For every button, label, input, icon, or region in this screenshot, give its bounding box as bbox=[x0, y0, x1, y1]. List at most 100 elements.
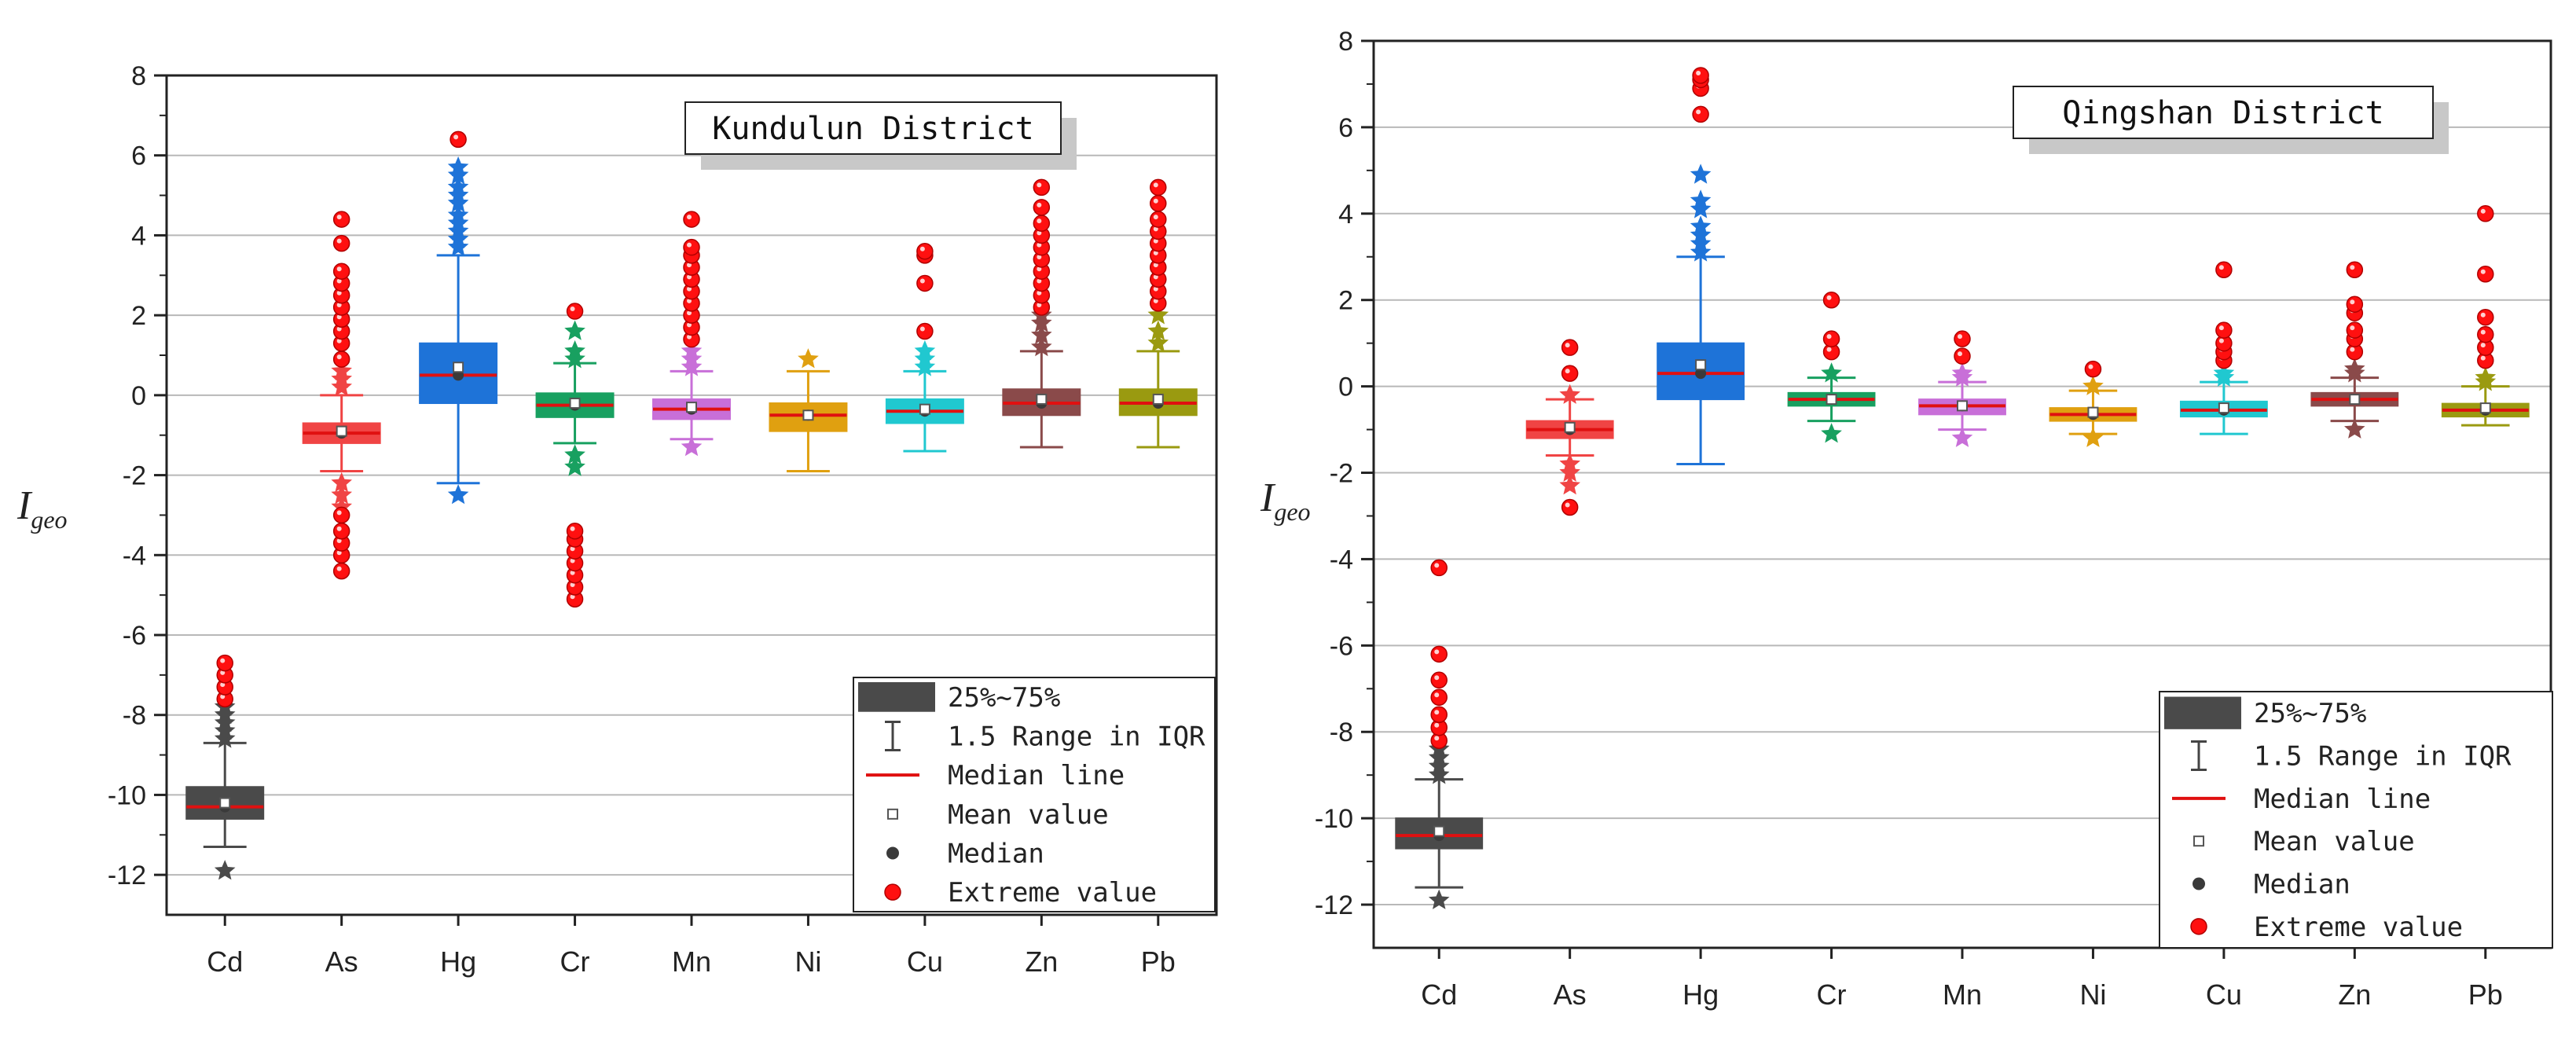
outlier-star bbox=[681, 348, 703, 369]
mean-marker bbox=[1564, 421, 1576, 433]
outlier-star bbox=[331, 484, 352, 505]
outlier-star bbox=[1821, 423, 1842, 443]
outlier-star bbox=[1690, 233, 1712, 253]
extreme-point-highlight bbox=[687, 215, 692, 220]
y-axis-label: Igeo bbox=[1260, 475, 1311, 526]
y-tick-label: -2 bbox=[123, 461, 146, 491]
outlier-star bbox=[447, 184, 469, 204]
outlier-star bbox=[2344, 358, 2365, 378]
extreme-point-highlight bbox=[1434, 563, 1440, 568]
outlier-star bbox=[1147, 304, 1169, 325]
outlier-star bbox=[1428, 764, 1450, 784]
y-tick-label: -12 bbox=[1315, 890, 1353, 920]
outlier-star bbox=[447, 176, 469, 196]
x-tick-label: As bbox=[325, 945, 358, 978]
extreme-point bbox=[1692, 105, 1709, 123]
extreme-point-highlight bbox=[570, 546, 575, 552]
extreme-point-highlight bbox=[1565, 343, 1570, 348]
outlier-star bbox=[1147, 320, 1169, 340]
box-cu bbox=[885, 243, 964, 453]
extreme-point-highlight bbox=[1565, 369, 1570, 374]
extreme-point-highlight bbox=[570, 570, 575, 575]
extreme-point-highlight bbox=[2480, 355, 2486, 361]
extreme-point bbox=[2215, 321, 2233, 339]
x-tick-label: Hg bbox=[440, 945, 476, 978]
outlier-star bbox=[2475, 366, 2497, 387]
title-box bbox=[684, 101, 1062, 155]
extreme-point-highlight bbox=[570, 558, 575, 564]
outlier-star bbox=[1690, 198, 1712, 218]
kundulun-panel: -12 -10 -8 -6 -4 -2 0 2 4 6 8 Cd As Hg Cr Mn Ni Cu Zn Pb Ige… bbox=[17, 61, 1218, 978]
extreme-point bbox=[2477, 308, 2494, 326]
extreme-point-highlight bbox=[2218, 325, 2224, 331]
outlier-star bbox=[447, 204, 469, 225]
box-as bbox=[302, 211, 381, 580]
extreme-point-highlight bbox=[1958, 351, 1962, 357]
extreme-point bbox=[450, 130, 467, 149]
extreme-point bbox=[216, 654, 233, 672]
outlier-star bbox=[564, 456, 585, 476]
extreme-point-highlight bbox=[2480, 208, 2486, 214]
outlier-star bbox=[447, 164, 469, 185]
extreme-point-highlight bbox=[1696, 109, 1701, 115]
extreme-point-highlight bbox=[1037, 254, 1042, 259]
y-tick-label: 0 bbox=[1338, 373, 1353, 402]
extreme-point-highlight bbox=[1434, 675, 1440, 681]
box-pb bbox=[1118, 178, 1198, 449]
outlier-star bbox=[2082, 375, 2104, 395]
extreme-point-highlight bbox=[1153, 198, 1158, 204]
extreme-point-highlight bbox=[2480, 269, 2486, 274]
x-tick-label: Cd bbox=[1421, 978, 1457, 1011]
extreme-point bbox=[332, 211, 350, 228]
chart-title: Kundulun District bbox=[712, 111, 1033, 147]
plot-frame bbox=[1372, 39, 2552, 949]
extreme-point-highlight bbox=[1037, 278, 1042, 284]
outlier-star bbox=[1031, 324, 1052, 344]
extreme-point-highlight bbox=[336, 314, 342, 320]
box-pb bbox=[2441, 205, 2530, 427]
outlier-star bbox=[1951, 362, 1973, 383]
x-tick-label: Mn bbox=[672, 945, 711, 978]
legend-label: Median line bbox=[2254, 784, 2431, 815]
legend-label: 25%~75% bbox=[948, 682, 1060, 714]
extreme-point-highlight bbox=[687, 298, 692, 303]
legend-label: Median bbox=[948, 839, 1044, 870]
box-zn bbox=[2310, 261, 2399, 439]
legend-box-swatch bbox=[858, 681, 935, 712]
extreme-point-highlight bbox=[2480, 312, 2486, 318]
median-marker bbox=[1695, 368, 1707, 380]
extreme-point-highlight bbox=[1153, 250, 1158, 255]
box-ni bbox=[2049, 360, 2137, 447]
extreme-point bbox=[1430, 671, 1448, 689]
extreme-point bbox=[1561, 498, 1579, 516]
mean-marker bbox=[2087, 406, 2099, 418]
extreme-point-highlight bbox=[2350, 347, 2355, 352]
extreme-point-highlight bbox=[1153, 215, 1158, 220]
extreme-point-highlight bbox=[687, 310, 692, 316]
extreme-point-highlight bbox=[336, 354, 342, 360]
outlier-star bbox=[914, 340, 936, 361]
extreme-point-highlight bbox=[1434, 649, 1440, 655]
mean-marker bbox=[453, 362, 464, 373]
extreme-point bbox=[1430, 688, 1448, 707]
y-tick-label: -10 bbox=[1315, 804, 1353, 834]
y-axis-label-subscript: geo bbox=[1274, 497, 1310, 526]
extreme-point bbox=[2346, 261, 2364, 278]
extreme-point bbox=[683, 238, 700, 256]
extreme-point bbox=[1561, 365, 1579, 382]
outlier-star bbox=[1031, 336, 1052, 357]
legend: 25%~75% 1.5 Range in IQR Median line Mean v… bbox=[2159, 691, 2553, 949]
box-mn bbox=[652, 211, 731, 457]
extreme-point-highlight bbox=[2350, 299, 2355, 305]
outlier-star bbox=[447, 236, 469, 256]
outlier-star bbox=[447, 212, 469, 233]
outlier-star bbox=[1559, 461, 1580, 482]
mean-marker bbox=[569, 398, 581, 409]
extreme-point-highlight bbox=[336, 290, 342, 296]
extreme-point-highlight bbox=[570, 307, 575, 312]
extreme-point bbox=[2477, 205, 2494, 222]
y-tick-label: -12 bbox=[108, 861, 146, 890]
outlier-star bbox=[1951, 427, 1973, 447]
box-ni bbox=[769, 348, 848, 472]
outlier-star bbox=[447, 192, 469, 213]
